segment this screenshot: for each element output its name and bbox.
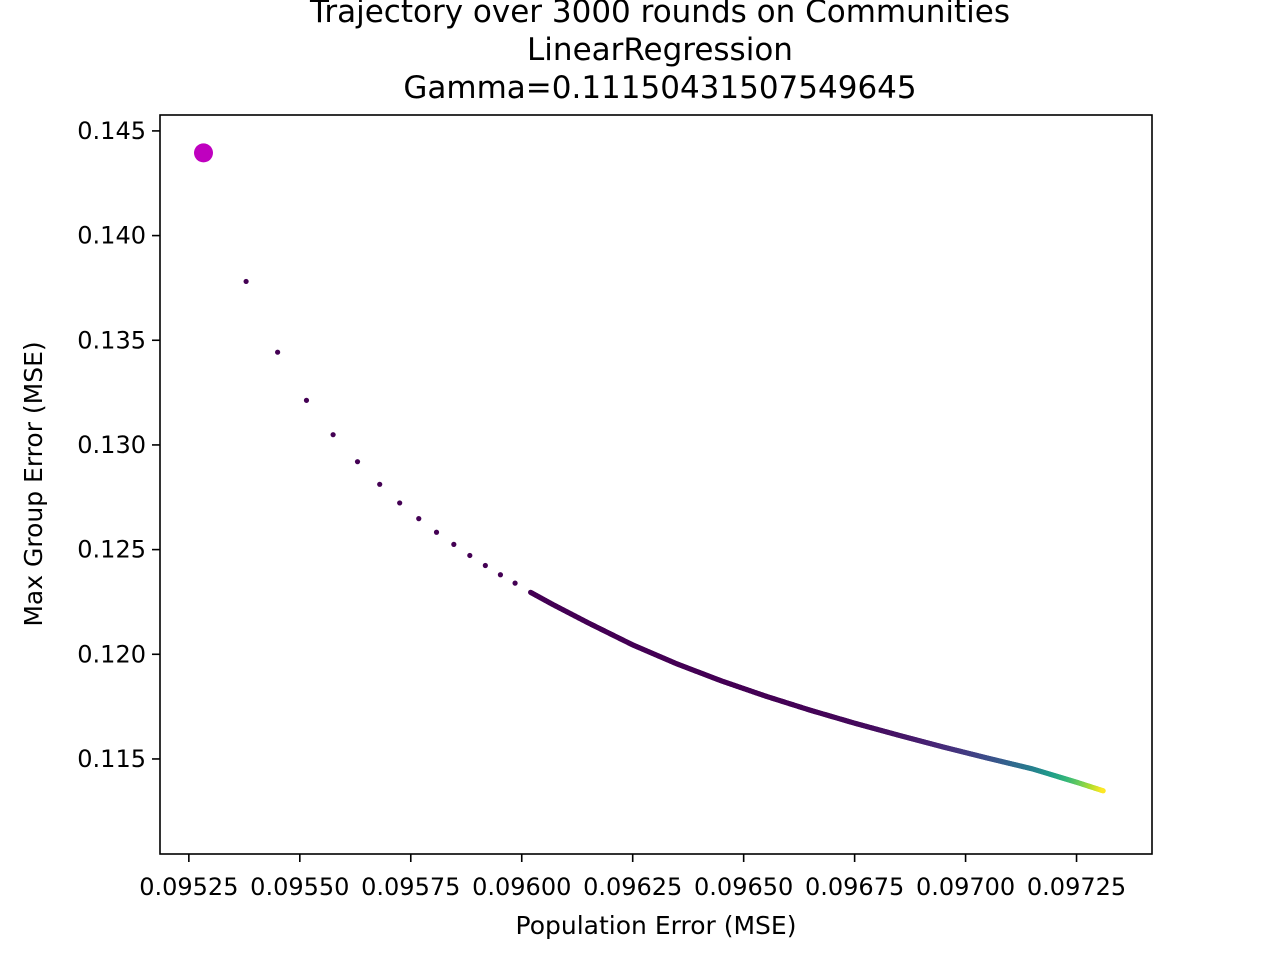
trajectory-point [497,572,504,578]
y-tick-label: 0.145 [77,117,146,145]
trajectory-point [275,349,281,355]
x-axis-ticks: 0.09525 0.09550 0.09575 0.09600 0.09625 0.096… [139,854,1126,901]
trajectory-point [354,459,361,465]
x-tick-label: 0.09525 [139,873,238,901]
y-axis-label: Max Group Error (MSE) [19,341,48,626]
chart-title-line-3: Gamma=0.11150431507549645 [403,70,916,106]
trajectory-point [1100,788,1106,794]
x-tick-label: 0.09675 [805,873,904,901]
trajectory-point [512,580,518,586]
trajectory-point [243,278,249,285]
y-tick-label: 0.135 [77,326,146,354]
trajectory-point [330,432,336,438]
x-tick-label: 0.09725 [1027,873,1126,901]
trajectory-point [433,529,440,535]
trajectory-point [451,541,457,547]
trajectory-point [482,562,488,569]
trajectory-point [416,516,422,522]
x-axis-label: Population Error (MSE) [516,911,797,940]
trajectory-point [303,397,310,403]
x-tick-label: 0.09575 [361,873,460,901]
x-tick-label: 0.09550 [250,873,349,901]
y-axis-ticks: 0.115 0.120 0.125 0.130 0.135 0.140 0.145 [77,117,160,773]
x-tick-label: 0.09600 [472,873,571,901]
chart-title: Trajectory over 3000 rounds on Communiti… [309,0,1010,106]
y-tick-label: 0.140 [77,222,146,250]
plot-area [159,114,1153,855]
x-tick-label: 0.09700 [916,873,1015,901]
x-tick-label: 0.09625 [583,873,682,901]
y-tick-label: 0.120 [77,640,146,668]
y-tick-label: 0.130 [77,431,146,459]
y-tick-label: 0.125 [77,536,146,564]
chart-title-line-2: LinearRegression [527,32,793,68]
trajectory-point [377,481,383,487]
trajectory-point [467,552,473,559]
highlight-point [193,143,213,163]
trajectory-point [397,500,403,506]
x-tick-label: 0.09650 [694,873,793,901]
chart-title-line-1: Trajectory over 3000 rounds on Communiti… [309,0,1010,30]
y-tick-label: 0.115 [77,745,146,773]
data-points [193,143,1106,794]
